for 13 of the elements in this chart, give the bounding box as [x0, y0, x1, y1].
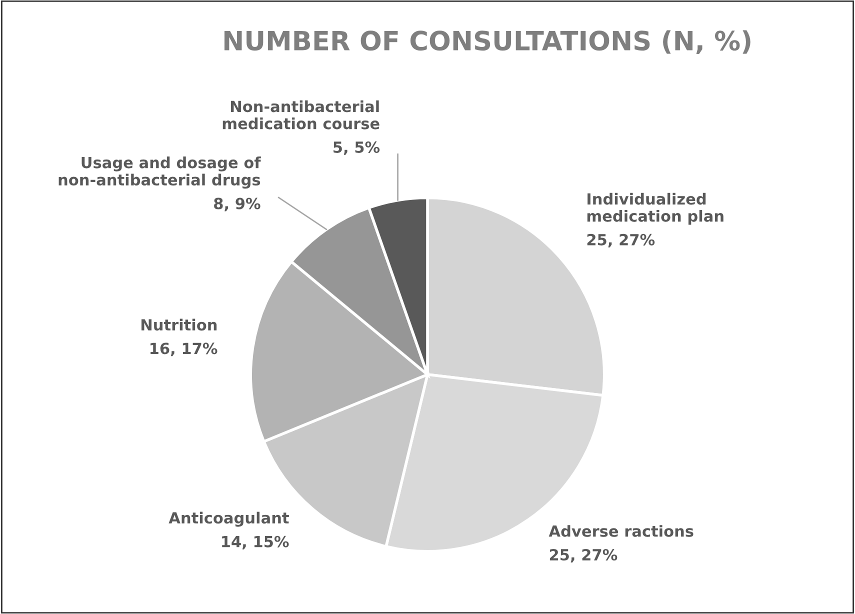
data-label: 16, 17%: [150, 342, 218, 356]
slice-label: Anticoagulant: [168, 512, 289, 527]
data-label: 25, 27%: [550, 548, 618, 562]
slice-label: Nutrition: [142, 318, 217, 331]
data-label: 14, 15%: [222, 536, 289, 550]
chart-title: NUMBER OF CONSULTATIONS (N, %): [224, 30, 750, 54]
slice-label: Adverse ractions: [548, 525, 694, 537]
slice-label: Individualized medication plan: [587, 192, 724, 225]
slice-label: Usage and dosage of non-antibacterial drugs: [58, 156, 261, 189]
data-label: 5, 5%: [334, 141, 380, 155]
slice-label: Non-antibacterial medication course: [222, 100, 380, 130]
data-label: 8, 9%: [214, 198, 260, 212]
data-label: 25, 27%: [587, 234, 655, 248]
